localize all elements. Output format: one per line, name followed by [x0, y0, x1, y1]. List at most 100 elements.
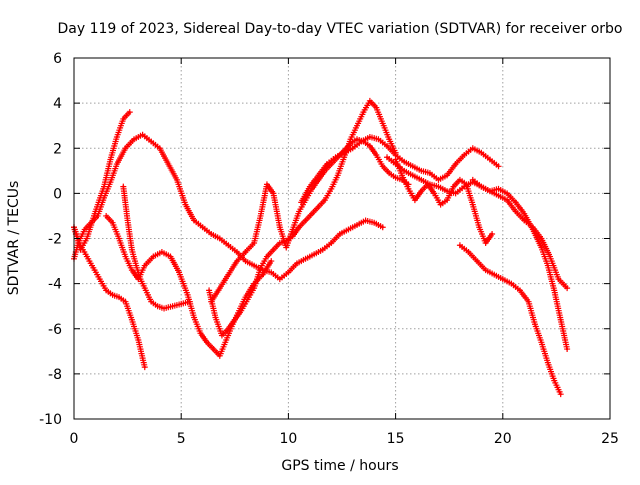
data-point-track-4-1 [79, 244, 82, 247]
data-point-track-6-9 [265, 255, 269, 258]
data-point-track-6-27 [381, 122, 384, 125]
data-point-track-1-30 [312, 253, 316, 256]
data-point-track-12-1 [467, 250, 470, 254]
series-markers-track-9 [392, 156, 496, 247]
data-point-track-11-4 [505, 192, 509, 195]
data-point-track-10-1 [394, 162, 397, 166]
data-point-track-11-1 [480, 185, 483, 188]
data-point-track-4-11 [143, 365, 146, 369]
series-track-7 [208, 136, 412, 305]
data-point-track-8-0 [300, 201, 303, 204]
data-point-track-1-27 [287, 271, 290, 274]
y-tick-label-0: 0 [53, 186, 62, 202]
data-point-track-10-21 [565, 286, 569, 290]
data-point-track-10-13 [497, 194, 500, 197]
data-point-track-8-14 [420, 169, 423, 172]
data-point-track-6-4 [233, 318, 236, 321]
data-point-track-6-16 [310, 212, 314, 215]
data-point-track-7-10 [285, 246, 288, 249]
series-line-track-5 [105, 215, 272, 357]
data-point-track-1-11 [150, 140, 153, 143]
data-point-track-1-14 [175, 178, 179, 181]
data-point-track-1-26 [278, 277, 281, 281]
data-point-track-5-23 [270, 259, 273, 263]
data-point-track-1-21 [235, 250, 239, 254]
x-tick-label-25: 25 [601, 431, 619, 447]
data-point-track-12-7 [518, 289, 522, 292]
data-point-track-11-10 [553, 289, 556, 292]
series-track-3 [120, 183, 193, 312]
data-point-track-5-16 [218, 354, 221, 357]
data-point-track-11-8 [540, 246, 543, 249]
data-point-track-12-4 [493, 273, 496, 276]
data-point-track-7-8 [272, 192, 275, 195]
series-track-9 [392, 156, 496, 247]
data-point-track-1-8 [124, 147, 127, 150]
series-track-12 [456, 242, 564, 398]
data-point-track-1-7 [115, 162, 119, 166]
data-point-track-9-14 [484, 241, 487, 245]
data-point-track-3-8 [162, 307, 166, 310]
data-point-track-1-19 [218, 237, 221, 240]
data-point-track-2-6 [115, 135, 119, 139]
data-point-track-10-19 [548, 255, 552, 258]
data-point-track-12-9 [533, 323, 537, 326]
data-point-track-1-2 [83, 228, 86, 231]
y-tick-label--6: -6 [48, 322, 62, 338]
data-point-track-10-20 [557, 277, 560, 281]
data-point-track-6-5 [240, 309, 243, 312]
data-point-track-9-1 [400, 174, 404, 177]
series-track-8 [298, 133, 502, 206]
data-point-track-3-0 [122, 185, 125, 188]
data-point-track-9-7 [439, 203, 442, 206]
data-point-track-9-15 [490, 232, 494, 236]
data-point-track-7-3 [235, 259, 239, 263]
data-point-track-8-10 [385, 144, 389, 148]
data-point-track-10-0 [385, 156, 389, 159]
data-point-track-6-17 [317, 205, 320, 209]
data-point-track-8-19 [463, 153, 466, 157]
x-tick-label-10: 10 [279, 431, 297, 447]
data-point-track-10-2 [403, 169, 406, 172]
data-point-track-1-13 [167, 162, 170, 166]
data-point-track-12-8 [527, 300, 530, 303]
data-point-track-1-15 [184, 203, 187, 206]
data-point-track-12-13 [559, 393, 562, 396]
series-layer [71, 97, 571, 398]
data-point-track-1-16 [192, 219, 196, 222]
data-point-track-1-22 [244, 259, 247, 263]
data-point-track-3-1 [126, 219, 129, 222]
data-point-track-1-17 [201, 226, 204, 229]
data-point-track-2-2 [85, 237, 89, 240]
data-point-track-6-18 [323, 198, 326, 202]
data-point-track-3-6 [150, 300, 153, 303]
data-point-track-5-22 [261, 273, 264, 276]
data-point-track-11-5 [514, 201, 517, 204]
data-point-track-9-9 [452, 185, 455, 188]
data-point-track-1-38 [381, 226, 384, 229]
y-tick-label-4: 4 [53, 96, 62, 112]
data-point-track-6-7 [252, 286, 256, 290]
data-point-track-5-4 [130, 268, 134, 272]
data-point-track-8-4 [334, 156, 337, 159]
data-point-track-6-11 [278, 241, 281, 245]
data-point-track-8-13 [411, 165, 414, 168]
data-point-track-2-7 [122, 117, 125, 121]
data-point-track-8-6 [351, 147, 354, 150]
data-point-track-3-7 [156, 305, 159, 308]
data-point-track-9-0 [394, 158, 397, 161]
data-point-track-5-15 [212, 347, 215, 351]
data-point-track-7-27 [394, 176, 397, 179]
data-point-track-7-1 [218, 286, 221, 290]
data-point-track-6-2 [220, 334, 224, 337]
data-point-track-6-1 [214, 316, 217, 319]
data-point-track-5-9 [169, 255, 172, 258]
data-point-track-7-20 [349, 142, 352, 145]
data-point-track-6-28 [388, 138, 391, 141]
data-point-track-5-14 [205, 341, 209, 344]
data-point-track-7-0 [210, 300, 213, 303]
data-point-track-6-14 [297, 226, 301, 229]
data-point-track-4-4 [98, 277, 101, 281]
